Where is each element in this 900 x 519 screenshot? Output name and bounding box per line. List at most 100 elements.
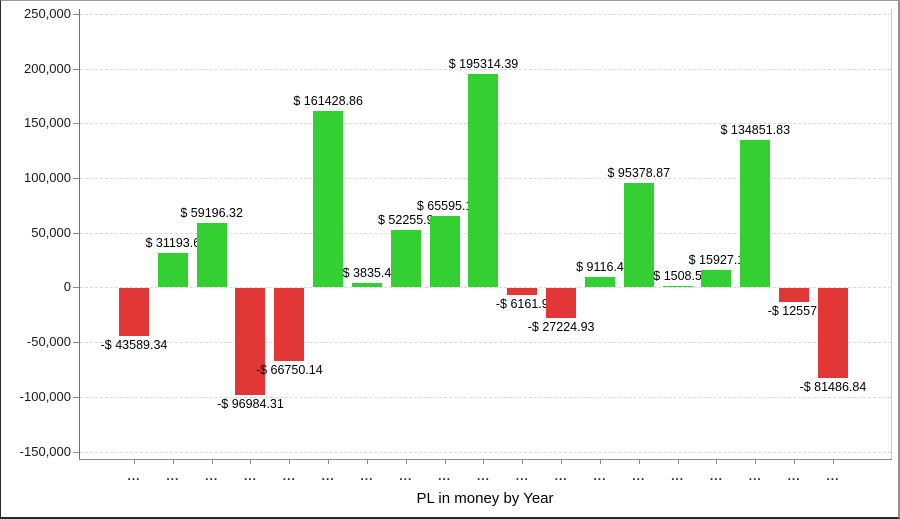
gridline [80, 68, 891, 70]
y-axis-tick [73, 178, 79, 180]
x-axis-tick-label: ... [671, 469, 685, 483]
y-axis-tick [73, 123, 79, 125]
y-axis-tick-label: 0 [63, 279, 71, 295]
bar [817, 288, 848, 378]
x-axis-tick [134, 460, 135, 464]
x-axis-tick-label: ... [243, 469, 257, 483]
y-axis-tick [73, 451, 79, 453]
x-axis-tick [366, 460, 368, 464]
bar [157, 253, 188, 288]
bar-value-label: $ 65595.1 [416, 198, 473, 213]
plot-right-border [891, 9, 892, 459]
x-axis-tick [677, 460, 679, 464]
bar-value-label: $ 59196.32 [180, 205, 243, 220]
x-axis-tick [832, 460, 834, 464]
x-axis-tick-label: ... [282, 469, 296, 483]
bar-value-label: $ 134851.83 [720, 122, 791, 137]
x-axis-tick [638, 460, 640, 464]
x-axis-tick-label: ... [399, 469, 413, 483]
bar [274, 288, 305, 362]
bar [429, 215, 460, 288]
bar [390, 230, 421, 288]
x-axis-line [79, 459, 892, 460]
bar-value-label: $ 195314.39 [448, 56, 519, 71]
x-axis-tick [599, 460, 601, 464]
bar-value-label: -$ 81486.84 [799, 379, 867, 394]
bar [468, 73, 499, 288]
bar [584, 277, 615, 288]
bar [235, 288, 266, 395]
x-axis-tick-label: ... [438, 469, 452, 483]
bar [701, 270, 732, 288]
y-axis-tick-label: -150,000 [19, 443, 71, 459]
y-axis-tick [73, 14, 79, 15]
bar [546, 288, 577, 319]
x-axis-tick-label: ... [632, 469, 646, 483]
bar-value-label: $ 52255.9 [377, 213, 434, 228]
x-axis-tick-label: ... [787, 469, 801, 483]
x-axis-tick-label: ... [748, 469, 762, 483]
x-axis-tick-label: ... [360, 469, 374, 483]
x-axis-tick-label: ... [554, 469, 568, 483]
gridline [80, 14, 891, 15]
bar-value-label: $ 9116.4 [576, 260, 624, 275]
gridline [80, 396, 891, 398]
x-axis-tick-label: ... [127, 469, 141, 483]
x-axis-tick [522, 460, 524, 464]
y-axis-tick-label: -50,000 [26, 334, 71, 350]
x-axis-tick-label: ... [826, 469, 840, 483]
bar [779, 288, 810, 303]
bar-value-label: $ 31193.6 [145, 236, 201, 251]
bar-value-label: $ 3835.4 [342, 266, 392, 281]
bar-value-label: $ 1508.5 [653, 268, 702, 283]
x-axis-tick [561, 460, 563, 464]
gridline [80, 451, 891, 453]
x-axis-tick [444, 460, 446, 464]
x-axis-tick [755, 460, 757, 464]
x-axis-tick [405, 460, 407, 464]
y-axis-tick [73, 68, 79, 70]
bar-value-label: $ 15927.1 [688, 253, 745, 268]
x-axis-tick-label: ... [593, 469, 607, 483]
bar [196, 222, 227, 288]
y-axis-line [79, 9, 80, 459]
x-axis-tick [794, 460, 796, 464]
bar [507, 288, 538, 296]
y-axis-tick [73, 396, 79, 398]
x-axis-tick-label: ... [205, 469, 219, 483]
bar-value-label: -$ 66750.14 [255, 363, 323, 378]
bar-value-label: $ 95378.87 [607, 166, 671, 181]
x-axis-tick [211, 460, 213, 464]
x-axis-tick-label: ... [321, 469, 335, 483]
y-axis-tick-label: 200,000 [24, 60, 71, 76]
x-axis-tick [483, 460, 485, 464]
y-axis-tick-label: -100,000 [19, 388, 71, 404]
x-axis-tick-label: ... [515, 469, 529, 483]
bar [313, 110, 344, 288]
bar [662, 285, 693, 288]
bar [623, 183, 654, 288]
x-axis-tick [289, 460, 291, 464]
y-axis-tick-label: 100,000 [24, 170, 71, 186]
x-axis-title: PL in money by Year [416, 490, 554, 507]
bar [119, 288, 149, 337]
bar-value-label: $ 161428.86 [293, 93, 363, 108]
bar-value-label: -$ 96984.31 [217, 396, 284, 411]
bar-value-label: -$ 43589.34 [100, 338, 168, 353]
bar-value-label: -$ 6161.9 [495, 297, 549, 312]
x-axis-tick-label: ... [166, 469, 180, 483]
x-axis-tick [172, 460, 174, 464]
bar [740, 139, 771, 288]
bar [351, 283, 382, 288]
x-axis-tick-label: ... [709, 469, 723, 483]
y-axis-tick-label: 50,000 [31, 224, 71, 240]
y-axis-tick [73, 287, 79, 289]
gridline [80, 342, 891, 344]
gridline [80, 287, 891, 289]
x-axis-tick-label: ... [476, 469, 490, 483]
x-axis-tick [328, 460, 330, 464]
bar-value-label: -$ 12557. [767, 304, 821, 319]
y-axis-tick-label: 150,000 [24, 115, 71, 131]
bar-value-label: -$ 27224.93 [527, 320, 595, 335]
